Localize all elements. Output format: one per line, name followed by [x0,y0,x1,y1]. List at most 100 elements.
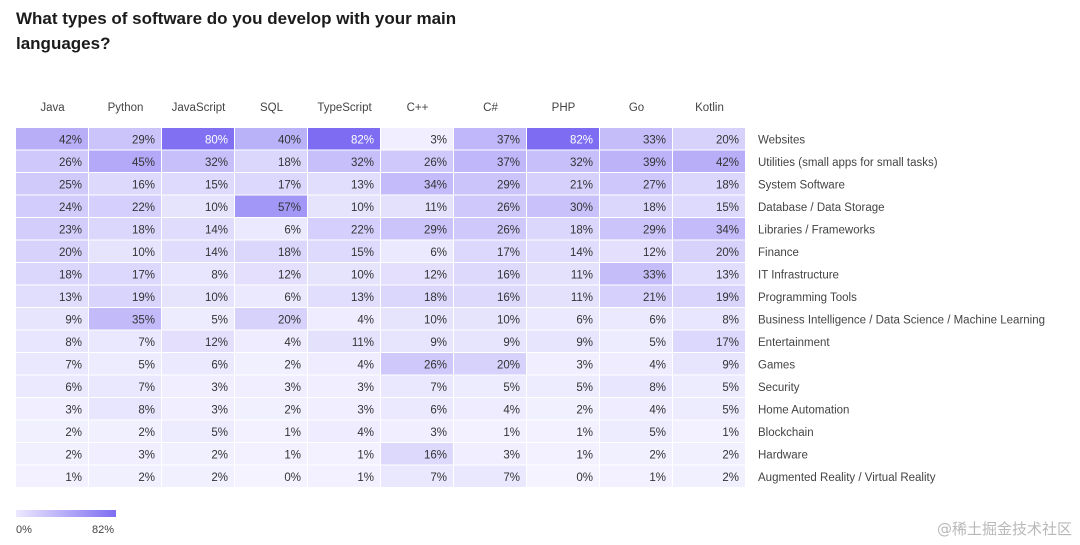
row-label: Finance [758,247,799,259]
heatmap-cell [454,195,526,217]
heatmap-cell [381,285,453,307]
heatmap-cell [600,420,672,442]
cell-value-label: 18% [716,179,739,191]
heatmap-cell [162,195,234,217]
cell-value-label: 15% [716,202,739,214]
heatmap-cell [162,330,234,352]
cell-value-label: 6% [649,314,666,326]
cell-value-label: 4% [357,314,374,326]
heatmap-cell [381,375,453,397]
cell-value-label: 7% [430,382,447,394]
heatmap-cell [673,128,745,150]
column-header-typescript: TypeScript [317,102,372,114]
heatmap-cell [673,330,745,352]
heatmap-cell [89,218,161,240]
cell-value-label: 9% [430,337,447,349]
cell-value-label: 10% [497,314,520,326]
cell-value-label: 30% [570,202,593,214]
row-label: Home Automation [758,404,849,416]
cell-value-label: 13% [59,292,82,304]
heatmap-cell [89,353,161,375]
heatmap-cell [381,173,453,195]
cell-value-label: 7% [503,472,520,484]
heatmap-cell [600,195,672,217]
heatmap-cell [600,285,672,307]
cell-value-label: 4% [357,427,374,439]
cell-value-label: 29% [132,134,155,146]
cell-value-label: 20% [497,359,520,371]
heatmap-cell [16,195,88,217]
heatmap-cell [600,375,672,397]
heatmap-cell [381,218,453,240]
cell-value-label: 16% [132,179,155,191]
cell-value-label: 29% [643,224,666,236]
heatmap-cell [16,128,88,150]
cell-value-label: 5% [722,404,739,416]
heatmap-cell [673,353,745,375]
cell-value-label: 1% [576,427,593,439]
heatmap-cell [162,263,234,285]
heatmap-cell [235,195,307,217]
heatmap-cell [89,375,161,397]
heatmap-cell [235,353,307,375]
cell-value-label: 26% [59,157,82,169]
cell-value-label: 5% [576,382,593,394]
heatmap-cell [16,150,88,172]
heatmap-cell [162,443,234,465]
cell-value-label: 19% [716,292,739,304]
heatmap-cell [308,443,380,465]
cell-value-label: 23% [59,224,82,236]
cell-value-label: 9% [503,337,520,349]
cell-value-label: 4% [357,359,374,371]
heatmap-cell [162,353,234,375]
cell-value-label: 10% [205,202,228,214]
heatmap-cell [89,285,161,307]
heatmap-cell [162,240,234,262]
heatmap-cell [527,218,599,240]
cell-value-label: 3% [503,449,520,461]
heatmap-cell [454,465,526,487]
heatmap-cell [600,218,672,240]
cell-value-label: 27% [643,179,666,191]
heatmap-cell [527,443,599,465]
heatmap-cell [162,308,234,330]
heatmap-cell [673,173,745,195]
chart-title: What types of software do you develop wi… [16,9,457,53]
heatmap-cell [235,285,307,307]
cell-value-label: 1% [722,427,739,439]
heatmap-cell [454,263,526,285]
cell-value-label: 8% [649,382,666,394]
cell-value-label: 12% [205,337,228,349]
cell-value-label: 11% [571,269,593,281]
cell-value-label: 8% [138,404,155,416]
cell-value-label: 1% [284,449,301,461]
row-label: IT Infrastructure [758,269,839,281]
heatmap-cell [673,240,745,262]
heatmap-cell [454,443,526,465]
heatmap-cell [600,465,672,487]
cell-value-label: 3% [65,404,82,416]
cell-value-label: 33% [643,269,666,281]
cell-value-label: 2% [65,427,82,439]
cell-value-label: 10% [351,269,374,281]
cell-value-label: 10% [132,247,155,259]
cell-value-label: 26% [424,359,447,371]
cell-value-label: 10% [424,314,447,326]
heatmap-cell [381,240,453,262]
heatmap-cell [454,285,526,307]
cell-value-label: 19% [132,292,155,304]
heatmap-cell [381,330,453,352]
heatmap-cell [381,150,453,172]
heatmap-cell [16,240,88,262]
cell-value-label: 6% [576,314,593,326]
cell-value-label: 3% [357,382,374,394]
cell-value-label: 5% [138,359,155,371]
cell-value-label: 82% [570,134,593,146]
row-label: Database / Data Storage [758,202,885,214]
cell-value-label: 5% [503,382,520,394]
cell-value-label: 1% [65,472,82,484]
heatmap-cell [235,398,307,420]
heatmap-cell [308,128,380,150]
heatmap-cell [89,443,161,465]
heatmap-cell [89,150,161,172]
